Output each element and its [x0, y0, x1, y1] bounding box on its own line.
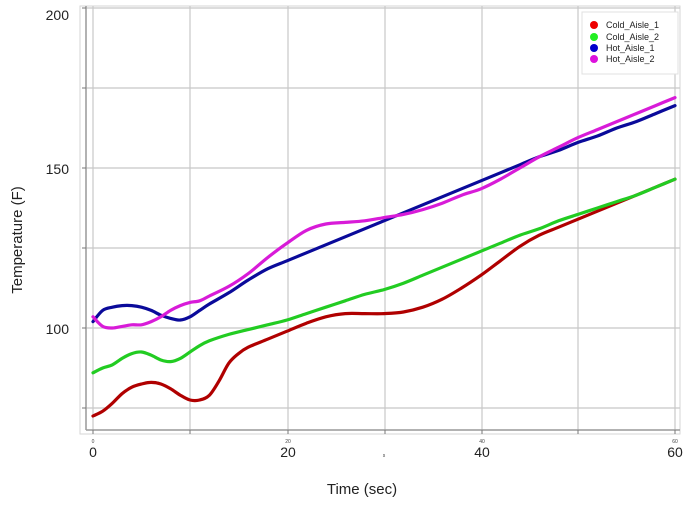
legend-item-cold-aisle-2: Cold_Aisle_2 [590, 32, 659, 42]
legend-marker-icon [590, 44, 598, 52]
x-tick-small-0: 0 [92, 439, 95, 445]
legend-marker-icon [590, 33, 598, 41]
x-stray-label: s [383, 453, 386, 459]
x-tick-label-0: 0 [89, 444, 97, 460]
legend-marker-icon [590, 21, 598, 29]
x-axis-title: Time (sec) [327, 481, 397, 498]
legend-item-hot-aisle-2: Hot_Aisle_2 [590, 54, 655, 64]
x-tick-label-40: 40 [474, 444, 490, 460]
legend-label: Cold_Aisle_1 [606, 20, 659, 30]
x-tick-small-60: 60 [672, 439, 678, 445]
legend-label: Hot_Aisle_1 [606, 43, 655, 53]
x-tick-small-20: 20 [285, 439, 291, 445]
x-tick-label-60: 60 [667, 444, 683, 460]
series-line-hot-aisle-2 [91, 96, 677, 330]
series-line-hot-aisle-1 [91, 104, 677, 324]
legend-item-cold-aisle-1: Cold_Aisle_1 [590, 20, 659, 30]
legend-label: Hot_Aisle_2 [606, 54, 655, 64]
x-tick-label-20: 20 [280, 444, 296, 460]
series-layer [91, 96, 677, 418]
legend-box [581, 11, 679, 75]
series-line-cold-aisle-2 [91, 177, 677, 375]
y-axis-ticks [82, 7, 86, 409]
legend-item-hot-aisle-1: Hot_Aisle_1 [590, 43, 655, 53]
y-tick-label-150: 150 [46, 161, 70, 177]
legend-label: Cold_Aisle_2 [606, 32, 659, 42]
y-tick-label-100: 100 [46, 321, 70, 337]
series-line-cold-aisle-1 [91, 177, 677, 418]
y-tick-label-200: 200 [46, 7, 70, 23]
x-tick-small-40: 40 [479, 439, 485, 445]
legend-marker-icon [590, 55, 598, 63]
x-axis-ticks [92, 430, 676, 434]
legend: Cold_Aisle_1 Cold_Aisle_2 Hot_Aisle_1 Ho… [581, 11, 679, 75]
y-axis-title: Temperature (F) [9, 186, 26, 294]
grid-lines [86, 6, 680, 430]
